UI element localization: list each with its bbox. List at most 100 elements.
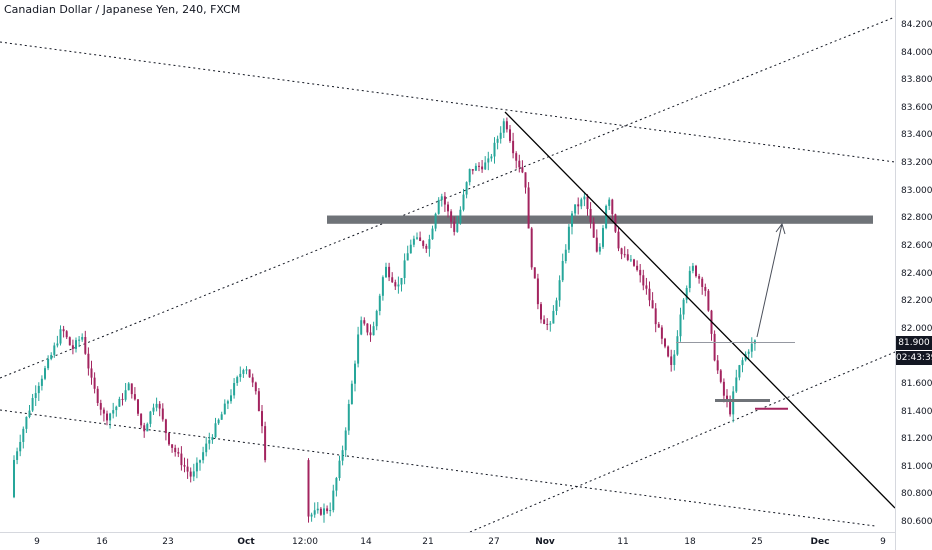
candle-body [524,172,527,188]
candle-body [217,419,220,424]
candle-body [158,403,161,409]
time-tick-label: Dec [810,537,830,547]
candle-body [577,204,580,207]
candle-body [536,278,539,305]
last-price-label: 81.900 [896,335,932,350]
candle-body [450,211,453,222]
chart-plot-area[interactable] [0,0,895,532]
candle-body [490,156,493,159]
candle-body [161,408,164,420]
candle-body [654,308,657,325]
candle-body [366,323,369,333]
candle-body [53,345,56,355]
projection-arrow [756,223,783,338]
candle-body [719,370,722,382]
candle-body [614,214,617,232]
candle-body [564,249,567,261]
candle-body [137,399,139,414]
candle-body [670,356,673,365]
candle-body [750,343,753,352]
candle-body [626,254,629,260]
candle-body [667,346,670,357]
candle-body [357,334,360,364]
candle-body [468,169,471,183]
candle-body [397,284,400,287]
candle-body [22,428,25,442]
candle-body [251,377,254,383]
candle-body [34,393,37,398]
candle-body [679,314,682,337]
candle-body [360,320,363,335]
candle-body [307,460,310,517]
candle-body [31,397,34,411]
candle-body [722,381,725,396]
candle-body [512,140,515,154]
candle-body [592,222,595,238]
candle-body [363,320,366,324]
candle-body [47,358,50,369]
candle-body [620,248,623,255]
time-tick-label: 25 [751,537,763,547]
price-tick-label: 83.400 [901,130,932,141]
candle-body [602,228,604,247]
candle-body [44,368,46,379]
candle-body [474,165,477,171]
candle-body [96,388,99,404]
candle-body [62,329,65,332]
candle-body [208,440,211,444]
candle-body [598,246,601,252]
candle-body [16,451,19,460]
candle-body [230,395,232,402]
candle-body [425,245,428,249]
candle-body [642,275,645,286]
time-tick-label: 11 [617,537,629,547]
price-tick-label: 81.400 [901,406,932,417]
candle-body [409,244,412,254]
candle-body [657,324,660,328]
candle-body [502,121,505,133]
candle-body [645,285,648,289]
candle-body [257,391,260,412]
candle-body [419,237,422,241]
candle-body [261,411,263,427]
candle-body [530,228,533,268]
candle-body [493,142,496,157]
bar-countdown-label: 02:43:39 [896,350,932,365]
candle-body [93,377,96,389]
candle-body [546,323,549,325]
candle-body [369,332,372,336]
candle-body [242,370,245,374]
candle-body [171,444,174,448]
candle-body [549,323,552,325]
price-tick-label: 83.200 [901,158,932,169]
candle-body [124,390,127,400]
candle-body [496,138,499,143]
candle-body [381,277,384,296]
candle-body [567,226,570,250]
price-axis[interactable]: 84.200 84.000 83.800 83.600 83.400 83.200 83.0… [895,0,932,550]
price-tick-label: 82.000 [901,323,932,334]
time-tick-label: 23 [162,537,174,547]
candle-body [416,237,418,239]
candle-body [140,413,143,426]
price-tick-label: 83.600 [901,102,932,113]
candle-body [651,300,654,309]
candle-body [437,199,440,214]
descending-trendline [504,111,895,509]
candle-body [220,414,223,420]
candle-body [617,231,620,249]
price-tick-label: 82.800 [901,213,932,224]
candle-body [589,209,592,223]
candle-body [747,351,750,354]
candle-body [574,204,577,214]
candle-body [704,286,707,291]
candle-body [81,336,84,340]
candle-body [329,510,332,512]
candle-body [372,326,375,336]
candle-body [400,277,403,285]
candle-body [707,290,710,311]
time-axis[interactable]: 9 16 23 Oct 12:00 14 21 27 Nov 11 18 25 Dec 9 [0,532,895,550]
candle-body [484,162,487,170]
candle-body [391,277,394,283]
